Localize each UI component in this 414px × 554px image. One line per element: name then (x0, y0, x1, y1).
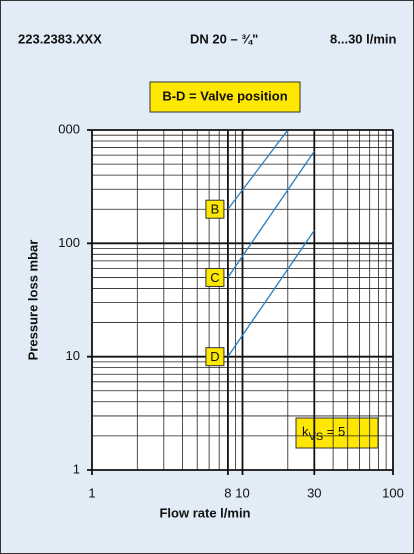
plot-frame (91, 129, 394, 471)
x-tick-label: 1 (88, 485, 95, 500)
series-label: B (211, 202, 220, 217)
x-tick-label: 30 (307, 485, 321, 500)
series-label-box (205, 199, 225, 219)
series-label-box (205, 267, 225, 287)
x-axis-label: Flow rate l/min (159, 505, 250, 520)
annotation-rest: = 5 (323, 424, 345, 439)
header-text: 223.2383.XXX (18, 31, 102, 46)
y-tick-label: 000 (58, 121, 80, 136)
series-line (227, 150, 315, 278)
header-text: 8...30 l/min (330, 31, 397, 46)
x-tick-label: 100 (382, 485, 404, 500)
series-line (227, 129, 289, 210)
y-tick-label: 1 (73, 461, 80, 476)
series-label: C (210, 270, 219, 285)
y-tick-label: 10 (66, 348, 80, 363)
series-line (227, 230, 315, 358)
series-label: D (210, 349, 219, 364)
annotation-k: k (302, 424, 309, 439)
y-axis-label: Pressure loss mbar (25, 240, 40, 361)
x-tick-label: 10 (235, 485, 249, 500)
y-tick-label: 100 (58, 235, 80, 250)
annotation-box (295, 417, 379, 449)
annotation-sub: VS (309, 431, 324, 443)
x-tick-label: 8 (224, 485, 231, 500)
header-text: DN 20 – ¾" (190, 31, 258, 46)
legend-box (149, 81, 301, 113)
series-label-box (205, 347, 225, 367)
legend-text: B-D = Valve position (162, 88, 287, 103)
